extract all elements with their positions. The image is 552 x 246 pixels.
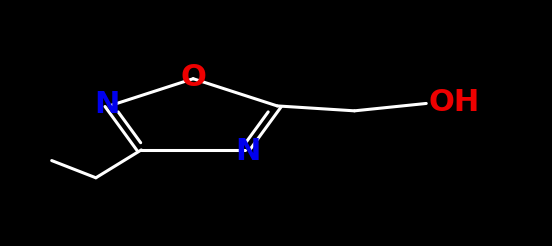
Text: N: N — [235, 137, 261, 166]
Text: OH: OH — [429, 88, 480, 117]
Text: N: N — [94, 90, 119, 119]
Text: O: O — [181, 63, 206, 92]
